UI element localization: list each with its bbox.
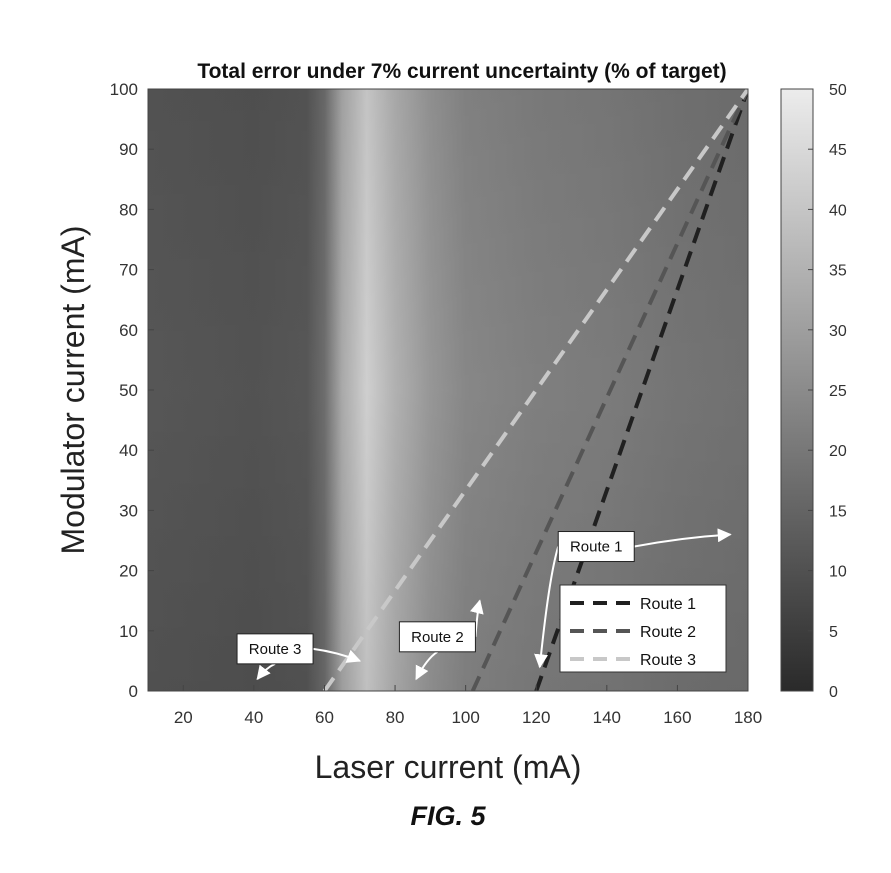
annotation-box xyxy=(398,621,476,653)
y-ticks: 0 10 20 30 40 50 60 70 80 90 100 xyxy=(110,80,154,701)
colorbar-tick-label: 25 xyxy=(829,383,847,400)
legend: Route 1 Route 2 Route 3 xyxy=(559,584,727,673)
x-tick-label: 140 xyxy=(593,708,621,727)
annotations: Route 1 Route 2 Route 3 xyxy=(236,528,732,681)
annotation-arrow xyxy=(534,546,560,669)
y-tick-label: 20 xyxy=(119,562,138,581)
route-line-2 xyxy=(470,89,748,691)
colorbar-tick-label: 45 xyxy=(829,142,847,159)
x-tick-label: 120 xyxy=(522,708,550,727)
x-tick-label: 160 xyxy=(663,708,691,727)
chart-title: Total error under 7% current uncertainty… xyxy=(197,60,726,83)
y-tick-label: 0 xyxy=(129,682,138,701)
colorbar-tick-label: 20 xyxy=(829,443,847,460)
colorbar-ticks: 0 5 10 15 20 25 30 35 40 45 50 xyxy=(808,82,847,701)
y-tick-label: 40 xyxy=(119,441,138,460)
y-tick-label: 50 xyxy=(119,381,138,400)
colorbar-gradient xyxy=(780,88,814,692)
colorbar-tick-label: 40 xyxy=(829,202,847,219)
colorbar-tick-label: 35 xyxy=(829,263,847,280)
y-tick-label: 80 xyxy=(119,200,138,219)
annotation-arrow xyxy=(634,528,732,548)
annotation-box xyxy=(236,633,314,665)
colorbar-tick-label: 50 xyxy=(829,82,847,99)
y-axis-label: Modulator current (mA) xyxy=(55,226,91,555)
colorbar-tick-label: 5 xyxy=(829,624,838,641)
colorbar-tick-label: 10 xyxy=(829,564,847,581)
x-tick-label: 100 xyxy=(451,708,479,727)
legend-entry-label: Route 1 xyxy=(640,596,696,613)
figure-caption: FIG. 5 xyxy=(410,801,486,831)
x-tick-label: 40 xyxy=(244,708,263,727)
annotation-arrow xyxy=(312,647,362,663)
annotation-box xyxy=(557,531,635,563)
y-tick-label: 70 xyxy=(119,261,138,280)
x-tick-label: 60 xyxy=(315,708,334,727)
y-tick-label: 100 xyxy=(110,80,138,99)
colorbar: 0 5 10 15 20 25 30 35 40 45 50 xyxy=(780,82,847,701)
plot-area xyxy=(147,88,749,692)
colorbar-tick-label: 15 xyxy=(829,503,847,520)
annotation-label: Route 3 xyxy=(249,641,302,658)
x-axis-label: Laser current (mA) xyxy=(315,749,582,785)
annotation-arrow xyxy=(256,662,276,681)
x-tick-label: 80 xyxy=(386,708,405,727)
annotation-label: Route 2 xyxy=(411,629,464,646)
x-tick-label: 20 xyxy=(174,708,193,727)
legend-entry-label: Route 3 xyxy=(640,652,696,669)
legend-box xyxy=(559,584,727,673)
legend-entry-label: Route 2 xyxy=(640,624,696,641)
colorbar-tick-label: 0 xyxy=(829,684,838,701)
y-tick-label: 30 xyxy=(119,501,138,520)
annotation-label: Route 1 xyxy=(570,539,623,556)
y-tick-label: 10 xyxy=(119,622,138,641)
route-line-3 xyxy=(322,89,748,691)
y-tick-label: 90 xyxy=(119,140,138,159)
x-tick-label: 180 xyxy=(734,708,762,727)
y-tick-label: 60 xyxy=(119,321,138,340)
x-ticks: 20 40 60 80 100 120 140 160 180 xyxy=(174,685,762,727)
annotation-arrow xyxy=(415,650,438,681)
colorbar-tick-label: 30 xyxy=(829,323,847,340)
